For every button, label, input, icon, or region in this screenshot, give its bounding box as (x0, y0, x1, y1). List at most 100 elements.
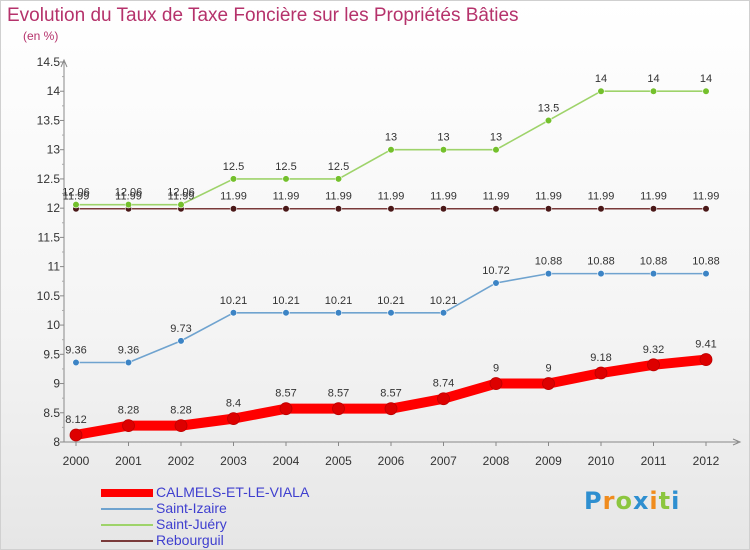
data-point (702, 205, 710, 213)
data-label: 9.36 (65, 344, 86, 356)
series-3 (72, 205, 710, 213)
data-label: 13 (437, 132, 449, 144)
proxiti-logo: Proxiti (584, 487, 680, 515)
data-label: 8.74 (433, 378, 454, 390)
data-point (594, 366, 608, 380)
series-line (75, 272, 707, 364)
data-point (174, 419, 188, 433)
legend-swatch (101, 489, 153, 497)
data-label: 13.5 (538, 102, 559, 114)
data-label: 13 (490, 132, 502, 144)
labels-3: 11.99 11.99 11.99 11.99 11.99 11.99 11.99 11.99… (63, 191, 720, 203)
data-point (544, 270, 553, 278)
data-label: 8.12 (65, 414, 86, 426)
data-point (334, 175, 343, 183)
data-point (597, 87, 605, 95)
data-point (387, 205, 395, 213)
data-point (702, 87, 710, 95)
data-point (282, 175, 290, 183)
logo-letter: P (584, 487, 603, 515)
data-label: 8.28 (170, 405, 191, 417)
x-tick-label: 2012 (693, 454, 720, 468)
y-tick-label: 14.5 (37, 55, 61, 69)
data-point (699, 353, 713, 366)
data-point (439, 309, 448, 317)
logo-letter: x (632, 487, 650, 515)
data-point (544, 116, 553, 125)
data-label: 10.21 (272, 295, 300, 307)
data-point (702, 270, 710, 278)
series-0 (69, 353, 713, 442)
data-point (124, 201, 133, 209)
data-label: 14 (595, 73, 607, 85)
data-point (439, 146, 448, 154)
y-tick-label: 9 (53, 377, 60, 391)
x-tick-label: 2002 (168, 454, 195, 468)
logo-letter: t (658, 487, 672, 515)
y-tick-label: 13.5 (37, 113, 61, 127)
data-label: 10.21 (430, 295, 458, 307)
x-tick-label: 2010 (588, 454, 615, 468)
data-label: 12.06 (167, 187, 195, 199)
y-tick-label: 10.5 (37, 289, 61, 303)
data-label: 8.57 (328, 388, 349, 400)
data-point (282, 205, 290, 213)
data-point (387, 146, 395, 154)
chart-title: Evolution du Taux de Taxe Foncière sur l… (7, 5, 519, 26)
data-label: 9.73 (170, 323, 191, 335)
legend-label: Rebourguil (156, 532, 224, 548)
data-label: 10.88 (692, 256, 720, 268)
data-label: 12.5 (275, 161, 296, 173)
data-point (649, 270, 658, 278)
labels-1: 9.36 9.36 9.73 10.21 10.21 10.21 10.21 10.21 10.… (65, 256, 719, 357)
y-tick-label: 12.5 (37, 172, 61, 186)
data-label: 11.99 (115, 191, 142, 203)
data-point (384, 402, 398, 416)
y-tick-label: 13 (47, 143, 61, 157)
line-chart: 8 8.5 9 9.5 10 10.5 11 11.5 12 12.5 13 13.5 14 14.5 20… (37, 55, 742, 468)
data-point (279, 402, 293, 416)
data-label: 10.72 (482, 265, 510, 277)
legend-swatch (101, 524, 153, 526)
y-axis-arrow (60, 58, 68, 68)
data-label: 12.5 (223, 161, 244, 173)
x-tick-label: 2007 (430, 454, 457, 468)
data-label: 13 (385, 132, 397, 144)
data-label: 8.4 (226, 398, 241, 410)
x-tick-label: 2000 (63, 454, 90, 468)
logo-letter: o (615, 487, 633, 515)
data-point (542, 377, 555, 390)
x-tick-label: 2009 (535, 454, 562, 468)
legend-label: Saint-Izaire (156, 500, 227, 516)
series-1 (72, 270, 710, 367)
logo-letter: i (649, 487, 659, 515)
data-point (229, 309, 238, 317)
data-point (282, 309, 290, 317)
x-tick-label: 2008 (483, 454, 510, 468)
data-point (332, 402, 345, 416)
data-point (489, 377, 503, 390)
x-axis-arrow (732, 438, 742, 446)
legend-swatch (101, 508, 153, 510)
data-label: 12.5 (328, 161, 349, 173)
data-point (492, 146, 500, 154)
data-label: 10.21 (325, 295, 353, 307)
data-label: 14 (647, 73, 659, 85)
data-label: 11.99 (63, 191, 90, 203)
data-point (72, 358, 80, 367)
data-label: 11.99 (588, 191, 615, 203)
data-label: 10.21 (220, 295, 248, 307)
data-point (649, 87, 658, 95)
x-tick-label: 2004 (273, 454, 300, 468)
data-point (492, 205, 500, 213)
data-point (437, 392, 450, 406)
legend-label: CALMELS-ET-LE-VIALA (156, 484, 310, 500)
data-label: 10.21 (377, 295, 405, 307)
data-label: 11.99 (640, 191, 667, 203)
x-tick-label: 2001 (115, 454, 142, 468)
y-tick-label: 14 (47, 84, 61, 98)
data-point (597, 205, 605, 213)
data-point (387, 309, 395, 317)
series-2 (72, 87, 710, 209)
data-label: 8.28 (118, 405, 139, 417)
